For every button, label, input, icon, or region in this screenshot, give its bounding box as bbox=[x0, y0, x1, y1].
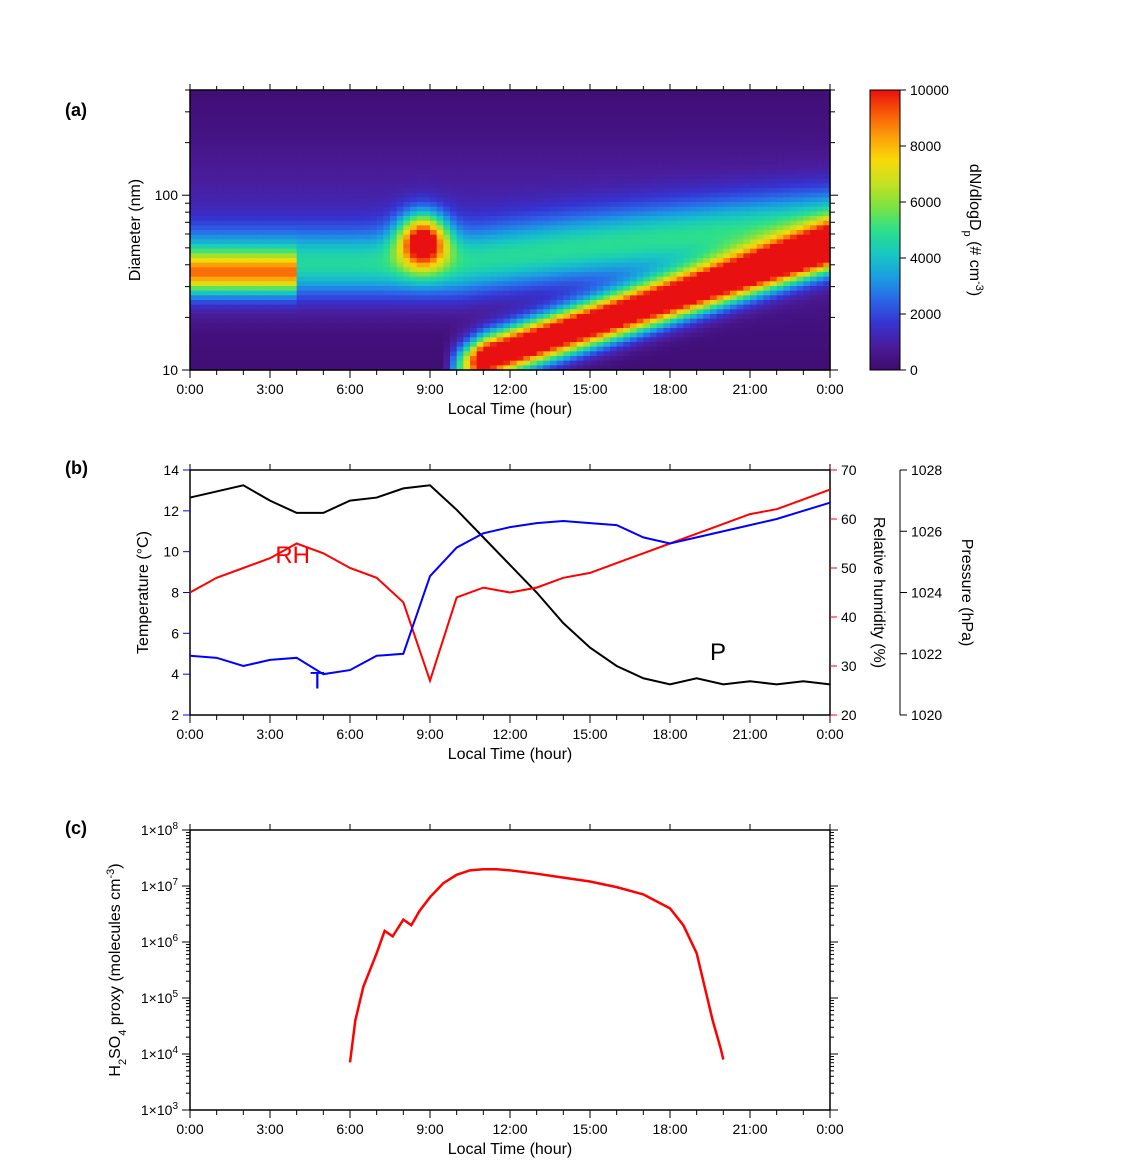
series-line bbox=[190, 503, 830, 675]
panel-label-a: (a) bbox=[65, 100, 87, 121]
ytick-c: 1×103 bbox=[141, 1101, 179, 1118]
ytick-temp: 10 bbox=[163, 544, 179, 560]
xtick-b: 0:00 bbox=[816, 726, 843, 742]
ytick-pres: 1028 bbox=[911, 462, 942, 478]
xtick-a: 3:00 bbox=[256, 381, 283, 397]
ylabel-pres: Pressure (hPa) bbox=[958, 539, 975, 647]
colorbar-label: dN/dlogDp (# cm-3) bbox=[961, 164, 985, 296]
ytick-c: 1×106 bbox=[141, 933, 179, 950]
xtick-b: 6:00 bbox=[336, 726, 363, 742]
ylabel-c: H2SO4 proxy (molecules cm-3) bbox=[105, 863, 129, 1076]
ytick-rh: 20 bbox=[841, 707, 857, 723]
xtick-c: 21:00 bbox=[732, 1121, 767, 1137]
xtick-b: 21:00 bbox=[732, 726, 767, 742]
xtick-c: 0:00 bbox=[176, 1121, 203, 1137]
ytick-a: 10 bbox=[162, 362, 178, 378]
panel-label-c: (c) bbox=[65, 818, 87, 839]
xtick-c: 18:00 bbox=[652, 1121, 687, 1137]
panel-c-frame bbox=[190, 830, 830, 1110]
ytick-temp: 8 bbox=[171, 585, 179, 601]
ytick-temp: 4 bbox=[171, 666, 179, 682]
cbtick: 2000 bbox=[910, 306, 941, 322]
chart-svg: 101000:003:006:009:0012:0015:0018:0021:0… bbox=[0, 0, 1134, 1164]
series-h2so4 bbox=[350, 869, 723, 1062]
xlabel-c: Local Time (hour) bbox=[448, 1141, 573, 1158]
xtick-a: 9:00 bbox=[416, 381, 443, 397]
xtick-b: 15:00 bbox=[572, 726, 607, 742]
xtick-b: 12:00 bbox=[492, 726, 527, 742]
xtick-a: 21:00 bbox=[732, 381, 767, 397]
xtick-c: 15:00 bbox=[572, 1121, 607, 1137]
ytick-pres: 1026 bbox=[911, 523, 942, 539]
ytick-c: 1×107 bbox=[141, 877, 179, 894]
cbtick: 10000 bbox=[910, 82, 949, 98]
panel-label-b: (b) bbox=[65, 458, 88, 479]
inline-label-P: P bbox=[710, 639, 726, 666]
ytick-rh: 50 bbox=[841, 560, 857, 576]
cbtick: 8000 bbox=[910, 138, 941, 154]
ytick-rh: 40 bbox=[841, 609, 857, 625]
xtick-b: 3:00 bbox=[256, 726, 283, 742]
series-line bbox=[190, 485, 830, 684]
ytick-pres: 1022 bbox=[911, 646, 942, 662]
xtick-a: 15:00 bbox=[572, 381, 607, 397]
ytick-pres: 1024 bbox=[911, 585, 942, 601]
ylabel-rh: Relative humidity (%) bbox=[870, 517, 887, 668]
ylabel-a: Diameter (nm) bbox=[127, 179, 144, 281]
ytick-c: 1×104 bbox=[141, 1045, 179, 1062]
xtick-c: 9:00 bbox=[416, 1121, 443, 1137]
xtick-a: 0:00 bbox=[176, 381, 203, 397]
ytick-rh: 70 bbox=[841, 462, 857, 478]
inline-label-T: T bbox=[310, 667, 325, 694]
xtick-a: 0:00 bbox=[816, 381, 843, 397]
ytick-rh: 30 bbox=[841, 658, 857, 674]
xtick-a: 18:00 bbox=[652, 381, 687, 397]
ytick-temp: 12 bbox=[163, 503, 179, 519]
xlabel-a: Local Time (hour) bbox=[448, 401, 573, 418]
cbtick: 6000 bbox=[910, 194, 941, 210]
figure: (a) (b) (c) 101000:003:006:009:0012:0015… bbox=[0, 0, 1134, 1164]
xtick-b: 9:00 bbox=[416, 726, 443, 742]
ytick-c: 1×108 bbox=[141, 821, 179, 838]
cbtick: 4000 bbox=[910, 250, 941, 266]
series-line bbox=[190, 490, 830, 681]
ytick-temp: 2 bbox=[171, 707, 179, 723]
xtick-c: 6:00 bbox=[336, 1121, 363, 1137]
ylabel-temp: Temperature (°C) bbox=[135, 531, 152, 654]
ytick-a: 100 bbox=[155, 187, 179, 203]
ytick-temp: 14 bbox=[163, 462, 179, 478]
xtick-c: 12:00 bbox=[492, 1121, 527, 1137]
heatmap bbox=[190, 90, 831, 371]
ytick-pres: 1020 bbox=[911, 707, 942, 723]
xtick-b: 0:00 bbox=[176, 726, 203, 742]
ytick-rh: 60 bbox=[841, 511, 857, 527]
xlabel-b: Local Time (hour) bbox=[448, 746, 573, 763]
xtick-c: 3:00 bbox=[256, 1121, 283, 1137]
xtick-a: 12:00 bbox=[492, 381, 527, 397]
ytick-c: 1×105 bbox=[141, 989, 179, 1006]
xtick-b: 18:00 bbox=[652, 726, 687, 742]
xtick-c: 0:00 bbox=[816, 1121, 843, 1137]
inline-label-RH: RH bbox=[275, 542, 310, 569]
xtick-a: 6:00 bbox=[336, 381, 363, 397]
ytick-temp: 6 bbox=[171, 625, 179, 641]
cbtick: 0 bbox=[910, 362, 918, 378]
